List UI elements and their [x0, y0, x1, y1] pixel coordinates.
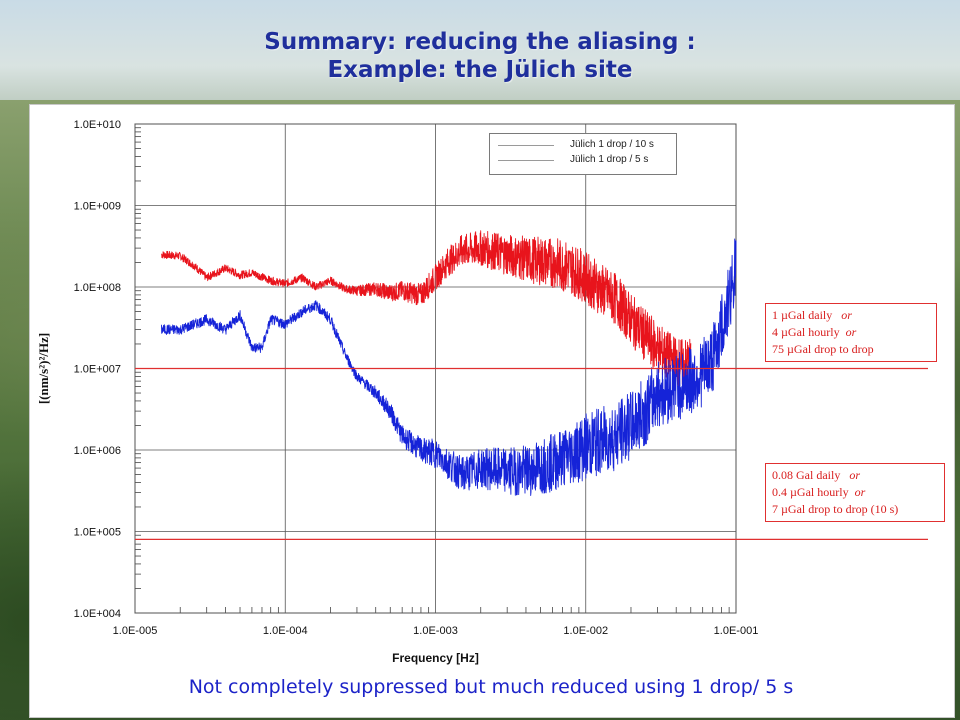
- background-sky: [0, 0, 960, 110]
- series-line-5s: [161, 238, 737, 496]
- x-tick-label: 1.0E-005: [113, 625, 158, 637]
- y-tick-label: 1.0E+004: [74, 608, 121, 620]
- x-tick-label: 1.0E-001: [714, 625, 759, 637]
- annotation-line: 4 µGal hourly or: [772, 325, 857, 339]
- title-line-2: Example: the Jülich site: [327, 57, 633, 83]
- x-tick-label: 1.0E-003: [413, 625, 458, 637]
- series-line-10s: [161, 230, 692, 389]
- chart-legend: Jülich 1 drop / 10 s Jülich 1 drop / 5 s: [489, 133, 677, 175]
- y-tick-label: 1.0E+005: [74, 527, 121, 539]
- legend-label-5s: Jülich 1 drop / 5 s: [570, 154, 649, 165]
- legend-item-10s: Jülich 1 drop / 10 s: [490, 139, 676, 153]
- y-tick-label: 1.0E+009: [74, 201, 121, 213]
- annotation-line: 75 µGal drop to drop: [772, 342, 874, 356]
- legend-label-10s: Jülich 1 drop / 10 s: [570, 139, 654, 150]
- annotation-line: 0.08 Gal daily or: [772, 468, 860, 482]
- y-tick-label: 1.0E+008: [74, 282, 121, 294]
- x-axis-label: Frequency [Hz]: [392, 651, 479, 665]
- annotation-line: 0.4 µGal hourly or: [772, 485, 866, 499]
- legend-item-5s: Jülich 1 drop / 5 s: [490, 154, 676, 168]
- slide-title: Summary: reducing the aliasing : Example…: [0, 28, 960, 84]
- annotation-line: 7 µGal drop to drop (10 s): [772, 502, 899, 516]
- y-tick-label: 1.0E+007: [74, 364, 121, 376]
- x-tick-label: 1.0E-004: [263, 625, 308, 637]
- y-tick-label: 1.0E+010: [74, 119, 121, 131]
- y-tick-label: 1.0E+006: [74, 445, 121, 457]
- y-axis-label: [(nm/s²)²/Hz]: [36, 333, 51, 404]
- x-tick-label: 1.0E-002: [563, 625, 608, 637]
- legend-swatch-5s: [498, 160, 554, 161]
- title-line-1: Summary: reducing the aliasing :: [264, 29, 696, 55]
- annotation-box-lower: 0.08 Gal daily or 0.4 µGal hourly or 7 µ…: [765, 463, 945, 522]
- slide-caption: Not completely suppressed but much reduc…: [188, 676, 794, 698]
- legend-swatch-10s: [498, 145, 554, 146]
- annotation-box-upper: 1 µGal daily or 4 µGal hourly or 75 µGal…: [765, 303, 937, 362]
- annotation-line: 1 µGal daily or: [772, 308, 852, 322]
